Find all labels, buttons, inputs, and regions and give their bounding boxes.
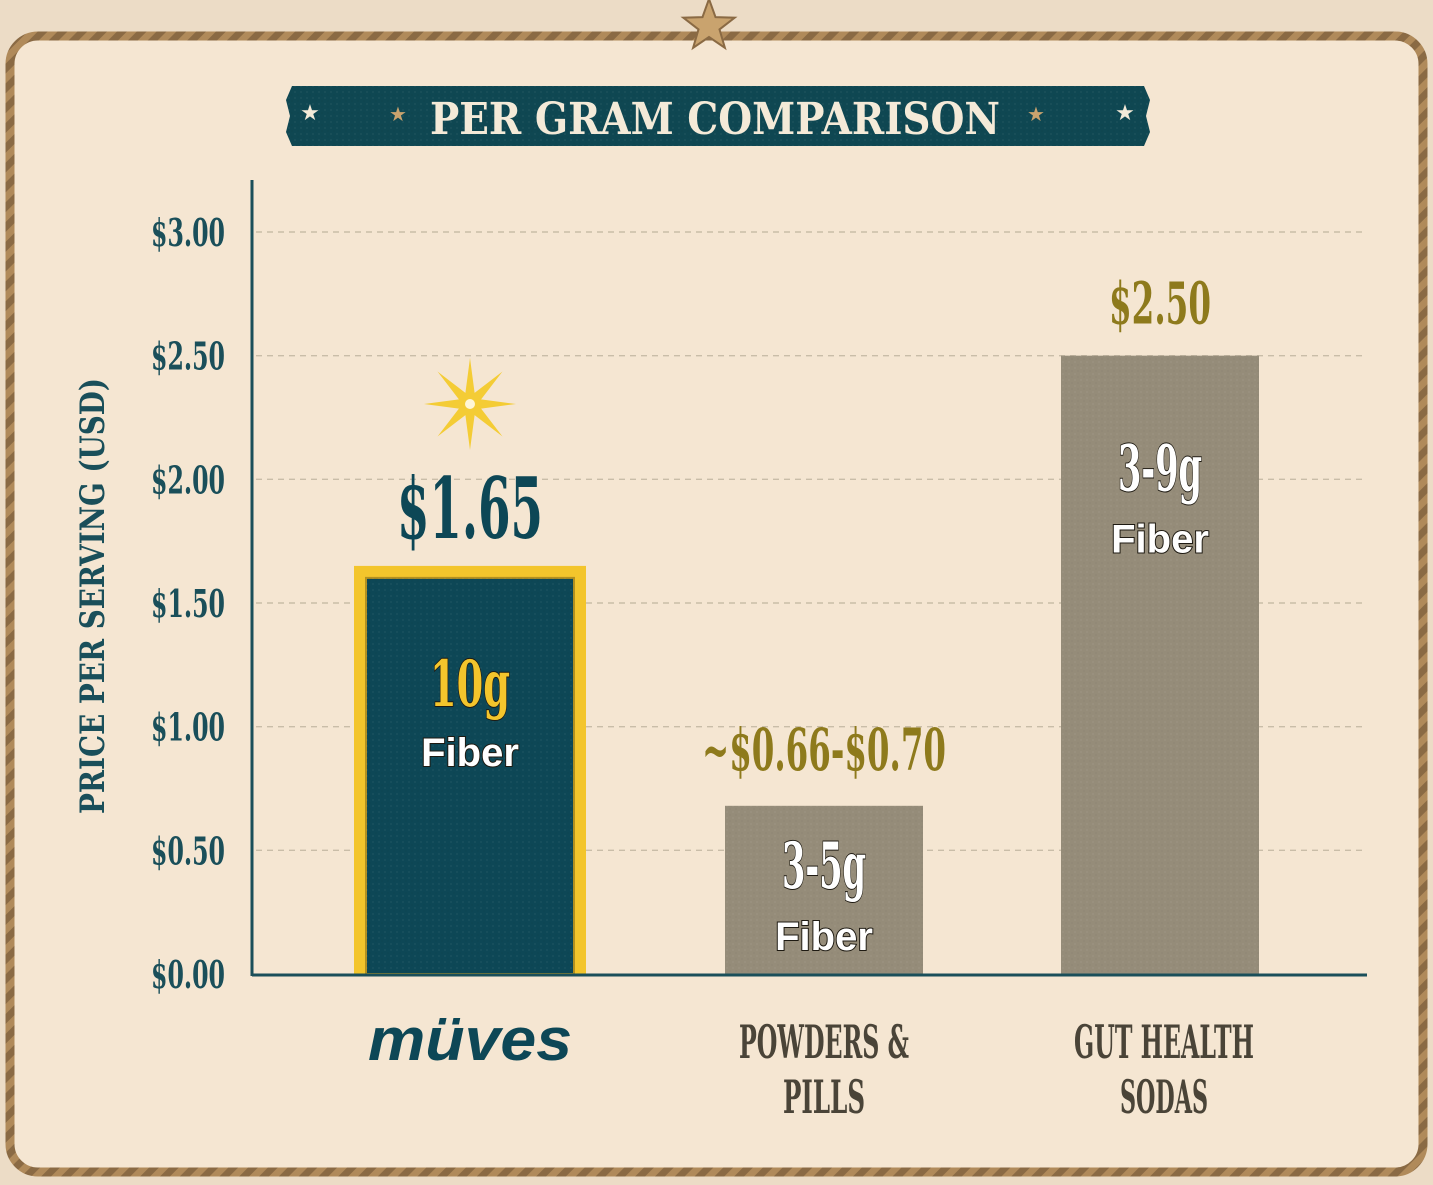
y-tick-labels: $0.00 $0.50 $1.00 $1.50 $2.00 $2.50 $3.00 <box>151 210 225 997</box>
banner-star-icon-right-outer: ★ <box>1115 101 1135 126</box>
chart-title: PER GRAM COMPARISON <box>430 94 1000 145</box>
bars: 10g Fiber $1.65 3-5g Fiber ~$0.66-$0.70 3-9g Fi… <box>354 270 1259 976</box>
bar-texture-2 <box>725 805 923 974</box>
y-axis-label: PRICE PER SERVING (USD) <box>73 378 113 814</box>
bar-value-label: $2.50 <box>1109 270 1211 338</box>
y-tick-label: $3.00 <box>151 210 225 255</box>
sheriff-star-icon <box>424 358 516 450</box>
fiber-word-label: Fiber <box>1111 518 1209 562</box>
bar-value-label: $1.65 <box>397 459 543 558</box>
fiber-word-label: Fiber <box>775 915 873 959</box>
fiber-word-label: Fiber <box>421 731 519 775</box>
category-labels: müves POWDERS & PILLS GUT HEALTH SODAS <box>368 1006 1254 1124</box>
fiber-amount-label: 10g <box>430 647 510 722</box>
bar-texture-3 <box>1061 355 1259 975</box>
fiber-amount-label: 3-5g <box>782 829 866 904</box>
banner-star-icon-left-outer: ★ <box>300 101 320 126</box>
category-label-3: GUT HEALTH SODAS <box>1074 1015 1254 1124</box>
y-tick-label: $0.00 <box>151 952 225 997</box>
bar-value-label: ~$0.66-$0.70 <box>702 716 946 784</box>
bar-group-1: 10g Fiber $1.65 <box>354 459 586 976</box>
bar-group-2: 3-5g Fiber ~$0.66-$0.70 <box>702 716 946 974</box>
category-label-2: POWDERS & PILLS <box>739 1015 909 1124</box>
y-tick-label: $2.00 <box>151 457 225 502</box>
bar-muves-texture <box>366 577 574 974</box>
y-tick-label: $1.00 <box>151 705 225 750</box>
title-banner: ★ ★ ★ ★ PER GRAM COMPARISON <box>286 86 1150 146</box>
bar-group-3: 3-9g Fiber $2.50 <box>1061 270 1259 975</box>
banner-star-icon-left-inner: ★ <box>389 102 407 126</box>
fiber-amount-label: 3-9g <box>1118 432 1202 507</box>
y-tick-label: $2.50 <box>151 334 225 379</box>
y-tick-label: $1.50 <box>151 581 225 626</box>
category-label-muves: müves <box>368 1006 572 1073</box>
banner-star-icon-right-inner: ★ <box>1027 102 1045 126</box>
axes <box>250 180 1367 977</box>
y-tick-label: $0.50 <box>151 828 225 873</box>
sheriff-star-center <box>465 399 475 409</box>
top-star-icon <box>680 0 738 51</box>
